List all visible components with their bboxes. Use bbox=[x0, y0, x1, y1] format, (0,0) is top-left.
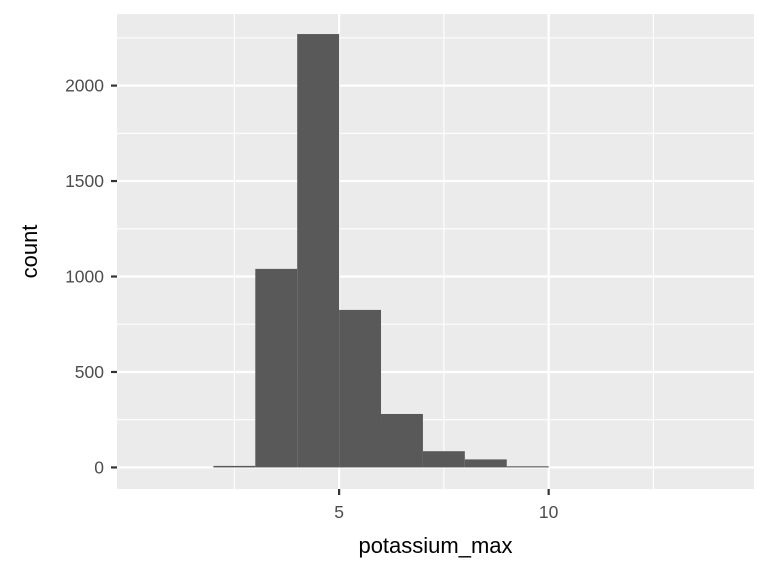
histogram-bar bbox=[381, 413, 423, 468]
y-tick-label: 2000 bbox=[65, 76, 104, 96]
y-tick-label: 1500 bbox=[65, 171, 104, 191]
y-axis-title: count bbox=[17, 225, 42, 279]
histogram-bar bbox=[464, 459, 507, 468]
histogram-bars bbox=[213, 34, 549, 468]
x-axis-title: potassium_max bbox=[358, 533, 512, 558]
x-tick-label: 5 bbox=[334, 502, 344, 522]
histogram-bar bbox=[297, 34, 340, 468]
y-tick-label: 500 bbox=[75, 362, 104, 382]
histogram-bar bbox=[339, 309, 382, 468]
minor-gridlines bbox=[117, 14, 754, 489]
y-tick-label: 1000 bbox=[65, 267, 104, 287]
x-tick-label: 10 bbox=[539, 502, 559, 522]
histogram-bar bbox=[255, 268, 298, 468]
histogram-bar bbox=[506, 466, 549, 468]
y-tick-label: 0 bbox=[94, 457, 104, 477]
histogram-bar bbox=[422, 451, 465, 468]
x-axis: 5 10 bbox=[334, 489, 559, 522]
plot-panel bbox=[117, 14, 754, 489]
histogram-bar bbox=[213, 465, 256, 468]
y-axis: 0 500 1000 1500 2000 bbox=[65, 76, 117, 477]
